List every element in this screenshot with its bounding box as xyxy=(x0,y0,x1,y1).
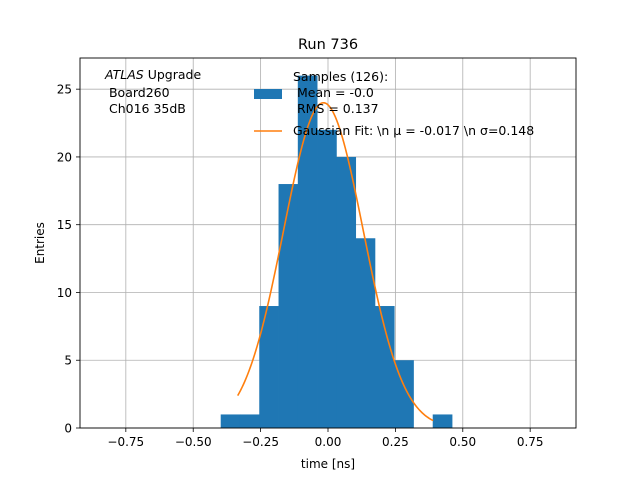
histogram-bars xyxy=(220,75,453,429)
channel-label: Ch016 35dB xyxy=(105,101,186,116)
histogram-bar xyxy=(432,414,453,428)
y-axis-label: Entries xyxy=(33,222,47,264)
legend-samples-line2: Mean = -0.0 xyxy=(293,85,374,100)
x-tick-label: −0.50 xyxy=(175,435,212,449)
legend-samples-line1: Samples (126): xyxy=(293,69,388,84)
histogram-bar xyxy=(355,238,376,428)
y-tick-label: 0 xyxy=(64,422,72,436)
histogram-bar xyxy=(220,414,241,428)
y-tick-label: 10 xyxy=(57,286,72,300)
atlas-annotation: ATLAS Upgrade Board260 Ch016 35dB xyxy=(104,67,201,116)
histogram-bar xyxy=(297,75,318,428)
y-tick-label: 15 xyxy=(57,218,72,232)
x-tick-label: 0.00 xyxy=(315,435,342,449)
x-tick-label: −0.25 xyxy=(242,435,279,449)
atlas-label: ATLAS xyxy=(104,67,144,82)
chart-title: Run 736 xyxy=(298,37,358,53)
y-tick-label: 5 xyxy=(64,354,72,368)
y-tick-label: 20 xyxy=(57,150,72,164)
histogram-bar xyxy=(278,184,299,428)
x-tick-label: 0.50 xyxy=(449,435,476,449)
x-axis-ticks: −0.75 −0.50 −0.25 0.00 0.25 0.50 0.75 xyxy=(107,428,544,449)
legend-samples-line3: RMS = 0.137 xyxy=(293,101,379,116)
y-axis-ticks: 0 5 10 15 20 25 xyxy=(57,83,80,436)
histogram-bar xyxy=(259,306,279,428)
histogram-bar xyxy=(239,414,260,428)
upgrade-label: Upgrade xyxy=(144,67,202,82)
gaussian-fit-line xyxy=(237,101,434,422)
histogram-bar xyxy=(336,156,357,428)
x-axis-label: time [ns] xyxy=(301,457,355,471)
y-tick-label: 25 xyxy=(57,83,72,97)
histogram-bar xyxy=(374,306,395,428)
x-tick-label: 0.25 xyxy=(382,435,409,449)
histogram-bar xyxy=(394,360,414,428)
legend-samples-patch xyxy=(254,89,282,99)
x-tick-label: 0.75 xyxy=(517,435,544,449)
x-tick-label: −0.75 xyxy=(107,435,144,449)
histogram-bar xyxy=(317,129,337,429)
legend: Samples (126): Mean = -0.0 RMS = 0.137 G… xyxy=(254,69,534,138)
legend-fit-label: Gaussian Fit: \n μ = -0.017 \n σ=0.148 xyxy=(293,123,534,138)
board-label: Board260 xyxy=(105,85,170,100)
svg-text:ATLAS Upgrade: ATLAS Upgrade xyxy=(104,67,201,82)
